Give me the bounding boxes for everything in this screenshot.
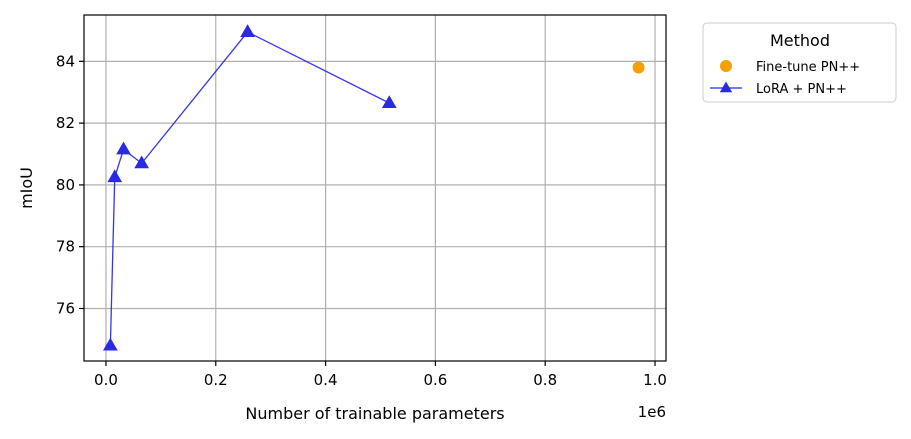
- x-tick-label: 0.6: [423, 371, 447, 389]
- legend-box: [702, 22, 897, 103]
- y-axis-label: mIoU: [17, 167, 36, 209]
- plot-frame: [83, 14, 667, 362]
- x-tick-label: 0.8: [533, 371, 557, 389]
- data-point: [116, 141, 131, 155]
- triangle-marker-icon: [719, 81, 733, 93]
- legend-label: LoRA + PN++: [756, 82, 847, 97]
- y-tick-label: 80: [56, 176, 75, 194]
- y-tick-label: 76: [56, 299, 75, 317]
- y-tick-label: 78: [56, 238, 75, 256]
- y-tick-label: 84: [56, 52, 75, 70]
- legend-items: Fine-tune PN++ LoRA + PN++: [710, 60, 860, 97]
- legend: Method Fine-tune PN++ LoRA + PN++: [702, 22, 897, 103]
- plot-series: [103, 24, 645, 351]
- data-point: [134, 155, 149, 169]
- x-tick-label: 0.4: [314, 371, 338, 389]
- x-tick-label: 1.0: [643, 371, 667, 389]
- grid: [84, 15, 666, 361]
- series-line: [109, 31, 390, 346]
- legend-item: LoRA + PN++: [710, 81, 847, 97]
- legend-item: Fine-tune PN++: [720, 60, 860, 75]
- circle-marker-icon: [720, 60, 732, 72]
- data-point: [632, 61, 645, 74]
- legend-title: Method: [770, 31, 830, 50]
- data-point: [381, 95, 397, 108]
- legend-label: Fine-tune PN++: [756, 60, 860, 75]
- x-axis-label: Number of trainable parameters: [245, 404, 504, 423]
- x-axis-offset-label: 1e6: [638, 403, 666, 421]
- x-tick-label: 0.0: [94, 371, 118, 389]
- y-tick-label: 82: [56, 114, 75, 132]
- data-point: [103, 337, 118, 351]
- data-point: [107, 169, 123, 183]
- axis-ticks: 0.0 0.2 0.4 0.6 0.8 1.0 76 78 80 82 84: [56, 52, 667, 389]
- x-tick-label: 0.2: [204, 371, 228, 389]
- data-point: [240, 24, 255, 37]
